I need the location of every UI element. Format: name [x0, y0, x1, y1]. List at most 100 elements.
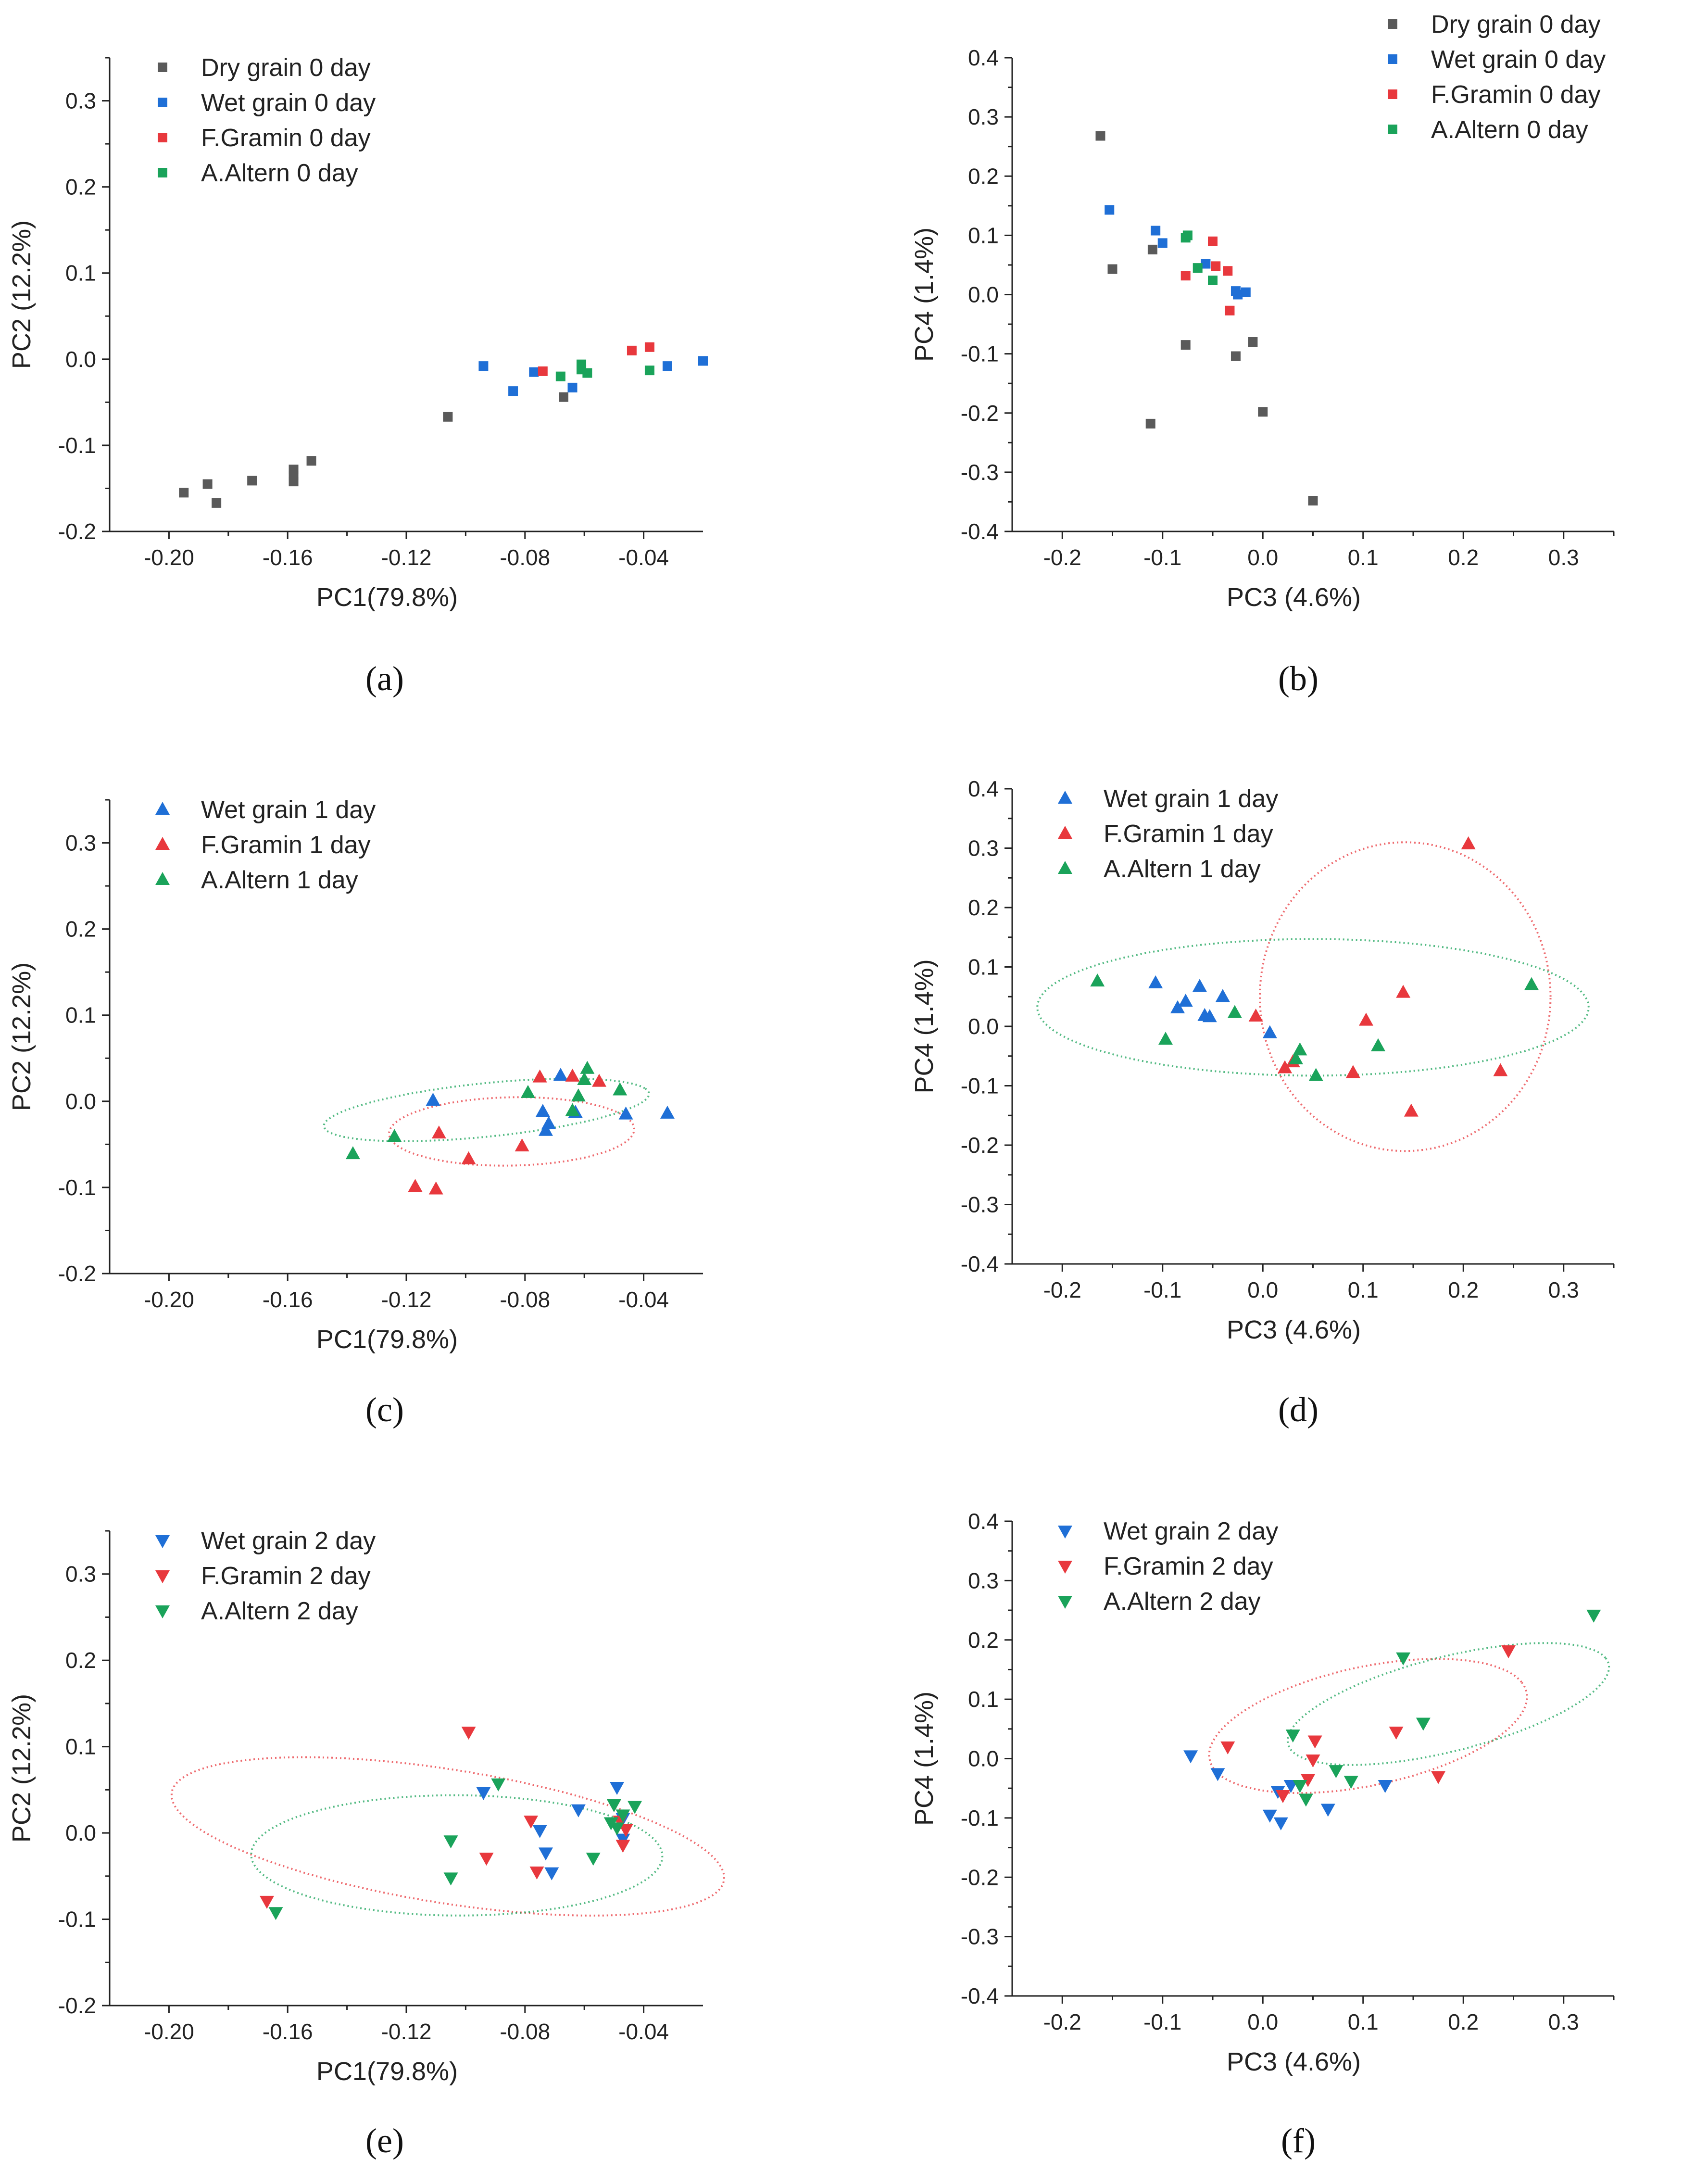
y-tick-label: 0.0 [968, 1014, 999, 1039]
data-point [508, 386, 518, 396]
data-point [1378, 1780, 1393, 1793]
panel-label: (c) [365, 1390, 404, 1429]
data-point [1182, 230, 1193, 240]
x-tick-label: -0.12 [381, 1287, 432, 1312]
legend-marker [1058, 791, 1072, 804]
x-axis-title: PC3 (4.6%) [1227, 583, 1361, 612]
data-point [1293, 1780, 1307, 1793]
chart-panel-e: -0.20 -0.16 -0.12 -0.08 -0.04 -0.2 -0.1 0.0 0.1 0… [7, 1527, 725, 2160]
legend-label: F.Gramin 1 day [201, 831, 371, 859]
data-point [1201, 259, 1211, 269]
data-point [1329, 1765, 1343, 1779]
legend-label: A.Altern 2 day [201, 1597, 358, 1625]
data-point [426, 1093, 440, 1106]
legend: Wet grain 1 day F.Gramin 1 day A.Altern 1 … [1058, 785, 1278, 883]
y-tick-label: -0.2 [58, 1993, 96, 2018]
y-tick-label: -0.3 [961, 460, 999, 485]
data-point [1416, 1717, 1431, 1731]
data-point [1145, 418, 1155, 429]
data-point [1211, 261, 1221, 271]
y-tick-label: 0.4 [968, 1509, 999, 1534]
data-point [571, 1088, 586, 1102]
data-point [1262, 1809, 1277, 1823]
data-point [524, 1815, 539, 1829]
data-point [1223, 266, 1233, 276]
legend-label: A.Altern 1 day [1104, 855, 1261, 883]
data-point [1241, 287, 1251, 297]
x-tick-label: -0.16 [263, 545, 313, 570]
data-point [1273, 1817, 1288, 1831]
y-tick-label: 0.3 [968, 1568, 999, 1593]
data-point [559, 392, 569, 402]
y-tick-label: -0.4 [961, 1251, 999, 1276]
x-axis-title: PC1(79.8%) [316, 2057, 458, 2086]
x-tick-label: -0.12 [381, 545, 432, 570]
legend-marker [158, 63, 167, 72]
data-point [1192, 979, 1207, 992]
x-tick-label: 0.0 [1247, 2009, 1278, 2034]
legend-label: F.Gramin 2 day [1104, 1553, 1273, 1580]
data-point [1151, 226, 1161, 236]
data-point [529, 367, 539, 377]
chart-panel-f: -0.2 -0.1 0.0 0.1 0.2 0.3 -0.4 -0.3 -0.2 -0.1 0.0 0… [910, 1509, 1615, 2160]
data-point [1170, 1000, 1185, 1013]
data-point [1278, 1060, 1293, 1073]
data-point [644, 342, 654, 352]
legend-marker [158, 133, 167, 142]
confidence-ellipse [388, 1096, 635, 1167]
legend-marker [155, 837, 170, 850]
chart-panel-b: -0.2 -0.1 0.0 0.1 0.2 0.3 -0.4 -0.3 -0.2 -0.1 0.0 0… [910, 11, 1615, 698]
legend-marker [1058, 1596, 1072, 1609]
x-tick-label: -0.2 [1043, 545, 1081, 570]
data-point [1180, 271, 1191, 281]
y-tick-label: -0.2 [58, 1261, 96, 1286]
y-tick-label: -0.3 [961, 1192, 999, 1217]
data-point [345, 1146, 360, 1160]
x-tick-label: 0.3 [1548, 2009, 1579, 2034]
x-tick-label: -0.20 [144, 2019, 194, 2044]
y-axis-title: PC4 (1.4%) [910, 227, 939, 362]
y-tick-label: 0.4 [968, 776, 999, 801]
legend-marker [155, 1605, 170, 1618]
data-point [443, 412, 453, 422]
y-axis-title: PC4 (1.4%) [910, 1692, 939, 1826]
data-point [515, 1138, 529, 1151]
chart-panel-c: -0.20 -0.16 -0.12 -0.08 -0.04 -0.2 -0.1 0.0 0.1 0… [7, 796, 703, 1429]
y-tick-label: 0.1 [968, 1687, 999, 1712]
data-point [577, 1072, 592, 1086]
x-tick-label: -0.08 [500, 1287, 550, 1312]
legend-marker [1388, 54, 1397, 64]
legend-marker [155, 872, 170, 885]
x-tick-label: 0.0 [1247, 1277, 1278, 1302]
data-point [567, 382, 578, 392]
data-point [431, 1125, 446, 1139]
legend: Wet grain 2 day F.Gramin 2 day A.Altern 2 … [155, 1527, 376, 1625]
data-point [491, 1778, 506, 1792]
data-point [1283, 1780, 1298, 1793]
data-point [613, 1082, 628, 1096]
panel-label: (a) [365, 659, 404, 698]
data-point [1107, 264, 1117, 274]
x-tick-label: -0.2 [1043, 2009, 1081, 2034]
x-axis-title: PC1(79.8%) [316, 583, 458, 612]
legend-marker [158, 98, 167, 107]
y-tick-label: -0.2 [961, 1133, 999, 1158]
y-tick-label: 0.0 [65, 1089, 96, 1114]
data-point [1493, 1063, 1508, 1076]
y-tick-label: 0.3 [65, 1562, 96, 1587]
data-point [1180, 340, 1191, 350]
x-axis-title: PC3 (4.6%) [1227, 2047, 1361, 2076]
y-axis-title: PC2 (12.2%) [7, 962, 36, 1111]
confidence-ellipse [1036, 938, 1590, 1077]
data-point [1225, 305, 1235, 316]
data-point [532, 1069, 547, 1083]
data-point [1404, 1103, 1419, 1117]
y-tick-label: 0.3 [968, 104, 999, 129]
data-point [1227, 1005, 1242, 1018]
y-axis-title: PC2 (12.2%) [7, 1694, 36, 1843]
y-tick-label: -0.1 [961, 341, 999, 366]
y-tick-label: 0.2 [968, 1628, 999, 1653]
data-point [555, 371, 565, 381]
y-tick-label: 0.0 [968, 1746, 999, 1771]
data-point [541, 1116, 556, 1129]
